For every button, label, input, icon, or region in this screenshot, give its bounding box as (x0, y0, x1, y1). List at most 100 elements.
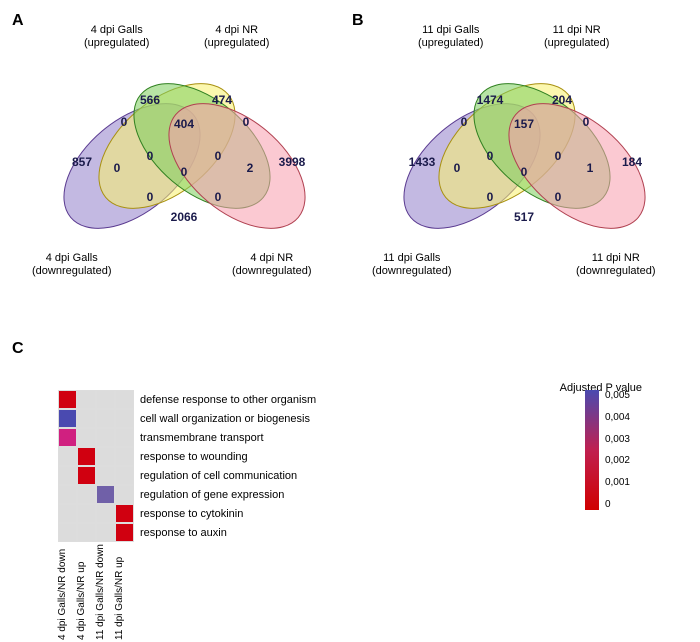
heatmap-cell (115, 447, 134, 466)
heatmap-cell (115, 485, 134, 504)
label-a1-t1: 4 dpi Galls (91, 24, 143, 36)
heatmap-cell (77, 485, 96, 504)
legend-tick: 0,004 (605, 412, 630, 423)
venn-value: 184 (622, 155, 642, 169)
heatmap-cell (77, 523, 96, 542)
heatmap-cell (77, 409, 96, 428)
heatmap-row-label: transmembrane transport (140, 432, 264, 444)
panel-a: A 4 dpi Galls (upregulated) 4 dpi NR (up… (12, 12, 332, 312)
venn-value: 204 (552, 93, 572, 107)
venn-value: 0 (181, 165, 188, 179)
panel-b-letter: B (352, 12, 364, 30)
venn-value: 0 (147, 190, 154, 204)
label-b1-t2: (upregulated) (418, 37, 483, 49)
label-b1: 11 dpi Galls (upregulated) (418, 24, 483, 50)
venn-value: 0 (243, 115, 250, 129)
heatmap-row: regulation of cell communication (58, 466, 316, 485)
heatmap-col-label: 11 dpi Galls/NR up (115, 544, 134, 642)
venn-value: 0 (583, 115, 590, 129)
heatmap-row: transmembrane transport (58, 428, 316, 447)
heatmap-row-label: response to wounding (140, 451, 248, 463)
legend-tick: 0,002 (605, 455, 630, 466)
venn-value: 0 (454, 161, 461, 175)
heatmap-cell (77, 466, 96, 485)
heatmap-col-labels: 4 dpi Galls/NR down4 dpi Galls/NR up 11 d… (58, 544, 316, 642)
heatmap-cell (115, 504, 134, 523)
heatmap-cell (58, 504, 77, 523)
venn-value: 0 (555, 190, 562, 204)
venn-value: 0 (487, 190, 494, 204)
venn-value: 1 (587, 161, 594, 175)
heatmap-cell (58, 447, 77, 466)
legend-bar (585, 390, 599, 510)
heatmap-cell (77, 428, 96, 447)
venn-value: 474 (212, 93, 232, 107)
venn-value: 3998 (279, 155, 306, 169)
heatmap-cell (96, 523, 115, 542)
heatmap-col-label: 4 dpi Galls/NR up (77, 544, 96, 642)
label-a2-t2: (upregulated) (204, 37, 269, 49)
legend-tick: 0,001 (605, 477, 630, 488)
panel-a-letter: A (12, 12, 24, 30)
label-a3-t2: (downregulated) (32, 265, 112, 277)
heatmap-cell (115, 466, 134, 485)
venn-value: 157 (514, 117, 534, 131)
heatmap-cell (96, 447, 115, 466)
venn-value: 517 (514, 210, 534, 224)
heatmap: defense response to other organism cell w… (58, 390, 316, 642)
venn-value: 0 (121, 115, 128, 129)
venn-value: 1433 (409, 155, 436, 169)
heatmap-cell (96, 485, 115, 504)
heatmap-cell (96, 428, 115, 447)
heatmap-row-label: defense response to other organism (140, 394, 316, 406)
heatmap-row: defense response to other organism (58, 390, 316, 409)
heatmap-cell (115, 390, 134, 409)
heatmap-row-label: response to auxin (140, 527, 227, 539)
legend-ticks: 0,005 0,004 0,003 0,002 0,001 0 (605, 390, 630, 510)
heatmap-row: response to cytokinin (58, 504, 316, 523)
venn-value: 0 (147, 149, 154, 163)
legend-tick: 0,005 (605, 390, 630, 401)
heatmap-cell (58, 428, 77, 447)
venn-value: 404 (174, 117, 194, 131)
legend-tick: 0,003 (605, 434, 630, 445)
label-b1-t1: 11 dpi Galls (422, 24, 479, 36)
heatmap-cell (58, 390, 77, 409)
heatmap-row-label: regulation of gene expression (140, 489, 284, 501)
venn-value: 0 (461, 115, 468, 129)
label-b2: 11 dpi NR (upregulated) (544, 24, 609, 50)
label-a2-t1: 4 dpi NR (215, 24, 258, 36)
panel-c: C defense response to other organism cell… (0, 340, 700, 630)
heatmap-cell (58, 466, 77, 485)
panel-b: B 11 dpi Galls (upregulated) 11 dpi NR (… (352, 12, 672, 312)
heatmap-cell (115, 409, 134, 428)
heatmap-col-label: 4 dpi Galls/NR down (58, 544, 77, 642)
heatmap-row: response to wounding (58, 447, 316, 466)
venn-value: 1474 (477, 93, 504, 107)
heatmap-row-label: response to cytokinin (140, 508, 243, 520)
label-b3-t2: (downregulated) (372, 265, 452, 277)
venn-value: 0 (215, 149, 222, 163)
top-row: A 4 dpi Galls (upregulated) 4 dpi NR (up… (12, 12, 672, 312)
label-a1-t2: (upregulated) (84, 37, 149, 49)
heatmap-row-label: cell wall organization or biogenesis (140, 413, 310, 425)
label-b4-t2: (downregulated) (576, 265, 656, 277)
heatmap-row: response to auxin (58, 523, 316, 542)
venn-a-svg: 85756647439980404000002002066 (32, 56, 332, 256)
venn-value: 0 (521, 165, 528, 179)
heatmap-grid: defense response to other organism cell w… (58, 390, 316, 642)
heatmap-cell (96, 504, 115, 523)
venn-value: 857 (72, 155, 92, 169)
heatmap-cell (115, 428, 134, 447)
heatmap-row-label: regulation of cell communication (140, 470, 297, 482)
venn-value: 0 (114, 161, 121, 175)
panel-c-letter: C (12, 340, 24, 358)
label-b2-t2: (upregulated) (544, 37, 609, 49)
legend-tick: 0 (605, 499, 630, 510)
label-b2-t1: 11 dpi NR (553, 24, 601, 36)
heatmap-cell (77, 504, 96, 523)
venn-value: 2066 (171, 210, 198, 224)
label-a1: 4 dpi Galls (upregulated) (84, 24, 149, 50)
heatmap-cell (96, 409, 115, 428)
venn-value: 0 (555, 149, 562, 163)
